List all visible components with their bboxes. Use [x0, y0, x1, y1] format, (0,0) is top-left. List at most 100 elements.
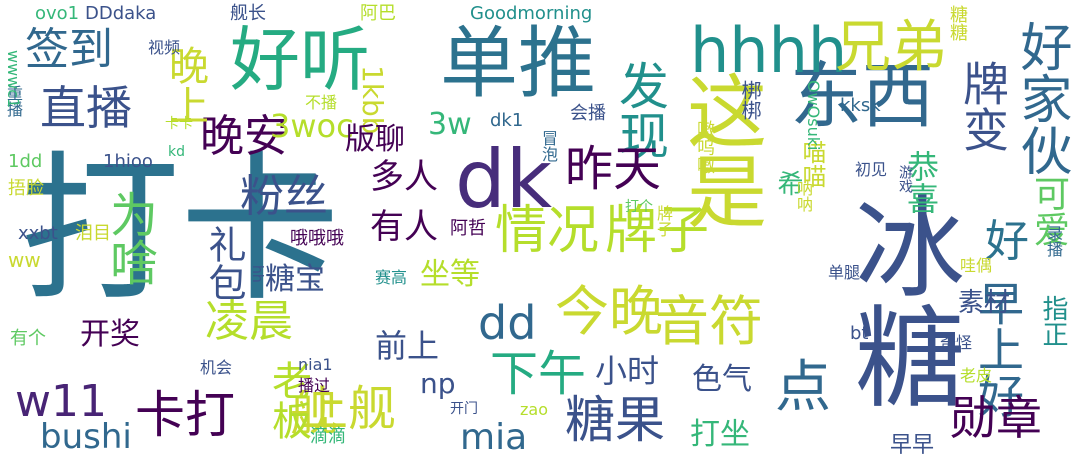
cloud-word: 这是 — [674, 70, 767, 230]
cloud-word: 坐等 — [420, 257, 480, 292]
cloud-word: 赛高 — [375, 268, 408, 287]
cloud-word: 上舰 — [300, 381, 397, 437]
cloud-word: xxbt — [18, 223, 58, 244]
cloud-word: 签到 — [25, 24, 113, 75]
cloud-word: 有个 — [10, 328, 46, 349]
cloud-word: 阿哲 — [450, 218, 486, 239]
cloud-word: 早上好 — [971, 280, 1025, 418]
cloud-word: 今晚 — [555, 280, 663, 343]
cloud-word: 舰长 — [230, 3, 266, 24]
cloud-word: hh — [249, 265, 265, 283]
cloud-word: 直播 — [40, 81, 132, 135]
cloud-word: 冒泡 — [539, 130, 558, 162]
cloud-word: 牌变 — [956, 60, 1010, 152]
cloud-word: 卡打 — [135, 386, 235, 444]
cloud-word: kd — [168, 144, 185, 160]
cloud-word: 机会 — [200, 358, 233, 377]
cloud-word: 糖糖 — [947, 5, 968, 41]
cloud-word: 3w — [428, 107, 472, 142]
cloud-word: 打坐 — [690, 417, 750, 452]
cloud-word: 单推 — [440, 19, 597, 109]
cloud-word: np — [420, 367, 456, 400]
cloud-word: 昨天 — [565, 141, 662, 197]
cloud-word: w11 — [15, 376, 107, 427]
cloud-word: 嗷呜嗷 — [694, 120, 715, 174]
cloud-word: kksk — [840, 95, 881, 116]
cloud-word: 东西 — [790, 54, 935, 138]
cloud-word: 晚安 — [200, 111, 288, 162]
cloud-word: dd — [478, 296, 537, 350]
cloud-word: 开门 — [450, 401, 478, 417]
cloud-word: 重播 — [4, 85, 23, 117]
cloud-word: 好 — [985, 216, 1029, 267]
cloud-word: OwOsuki — [804, 80, 823, 151]
cloud-word: mia — [460, 417, 528, 458]
cloud-word: 版聊 — [345, 122, 405, 157]
cloud-word: 喵喵 — [798, 140, 826, 188]
cloud-word: 冰糖 — [836, 190, 964, 410]
cloud-word: 粉丝 — [240, 171, 328, 222]
cloud-word: 梆梆 — [738, 80, 762, 120]
cloud-word: Goodmorning — [470, 3, 593, 24]
cloud-word: 早早 — [890, 433, 935, 458]
cloud-word: 音符 — [655, 290, 763, 353]
cloud-word: dk1 — [490, 110, 524, 131]
cloud-word: 有人 — [370, 207, 438, 247]
cloud-word: ovo1 — [35, 3, 80, 24]
cloud-word: 会播 — [570, 103, 606, 124]
cloud-word: 舰 — [290, 386, 339, 442]
cloud-word: 奇怪 — [940, 333, 973, 352]
cloud-word: 哦哦哦 — [290, 228, 344, 249]
cloud-word: 3woc — [270, 107, 354, 145]
cloud-word: 兄弟 — [835, 15, 947, 80]
cloud-word: 素材 — [958, 288, 1011, 318]
cloud-word: 1dd — [8, 151, 43, 172]
cloud-word: 录播 — [1044, 225, 1063, 257]
cloud-word: 泪目 — [75, 223, 111, 244]
cloud-word: 播过 — [298, 376, 331, 395]
cloud-word: ww — [8, 248, 41, 272]
cloud-word: 晚上 — [162, 45, 208, 125]
cloud-word: nia1 — [298, 355, 333, 374]
cloud-word: dk — [455, 133, 553, 226]
cloud-word: 希 — [773, 170, 803, 196]
cloud-word: bt — [850, 323, 869, 344]
cloud-word: 单腿 — [828, 263, 861, 282]
cloud-word: 糖果 — [565, 391, 665, 449]
cloud-word: 视频 — [148, 38, 181, 57]
cloud-word: 凌晨 — [205, 296, 293, 347]
cloud-word: 指正 — [1038, 295, 1068, 347]
cloud-word: 多人 — [370, 157, 438, 197]
cloud-word: 呐呐 — [794, 180, 813, 212]
cloud-word: 可爱 — [1028, 175, 1069, 247]
cloud-word: 1kbb — [356, 65, 389, 135]
cloud-word: 牌子 — [605, 201, 710, 261]
cloud-word: 阿巴 — [360, 3, 396, 24]
cloud-word: 好家伙 — [1011, 20, 1071, 176]
cloud-word: 卡卡 — [165, 116, 193, 132]
cloud-word: 牌子 — [654, 205, 673, 237]
cloud-word: 发现 — [611, 60, 669, 160]
cloud-word: hhhh — [690, 14, 848, 87]
cloud-word: zao — [520, 400, 548, 419]
cloud-word: 开奖 — [80, 317, 140, 352]
cloud-word: 下午 — [490, 346, 587, 402]
cloud-word: 老皮 — [960, 366, 993, 385]
cloud-word: 恭喜 — [902, 150, 940, 214]
cloud-word: 初见 — [855, 160, 888, 179]
cloud-word: 游戏 — [897, 165, 913, 193]
cloud-word: 点 — [775, 355, 831, 420]
cloud-word: 不播 — [305, 93, 338, 112]
cloud-word: DDdaka — [85, 3, 157, 24]
cloud-word: bushi — [40, 417, 132, 457]
cloud-word: wwwc1 — [4, 50, 23, 109]
cloud-word: 小时 — [595, 352, 660, 390]
cloud-word: 为啥 — [101, 190, 157, 286]
cloud-word: 滴滴 — [310, 426, 346, 447]
cloud-word: 老板 — [265, 360, 311, 440]
cloud-word: 色气 — [692, 362, 752, 397]
cloud-word: 捂脸 — [8, 178, 44, 199]
cloud-word: 好听 — [230, 19, 370, 101]
cloud-word: 情况 — [495, 201, 600, 261]
